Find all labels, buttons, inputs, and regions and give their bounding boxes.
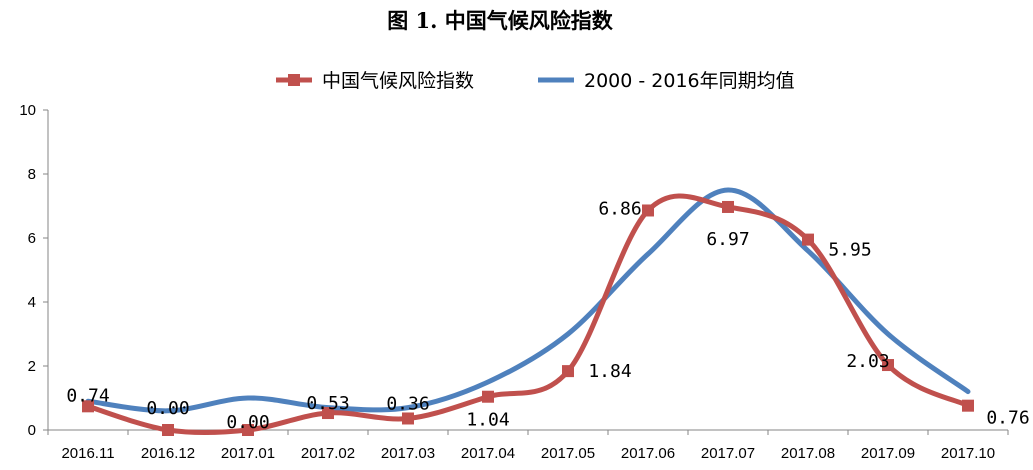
x-tick-label: 2017.06 <box>621 445 675 462</box>
data-label: 5.95 <box>828 240 871 261</box>
y-tick-label: 8 <box>28 166 36 183</box>
x-tick-label: 2017.01 <box>221 445 275 462</box>
x-tick-label: 2017.10 <box>941 445 995 462</box>
x-tick-label: 2017.07 <box>701 445 755 462</box>
y-ticks: 0 2 4 6 8 10 <box>19 102 48 439</box>
y-tick-label: 10 <box>19 102 36 119</box>
y-tick-label: 0 <box>28 422 36 439</box>
data-point-marker <box>882 359 894 372</box>
legend-label-index: 中国气候风险指数 <box>322 70 474 92</box>
data-label: 0.00 <box>146 398 189 419</box>
data-point-marker <box>82 400 94 413</box>
legend-label-average: 2000 - 2016年同期均值 <box>584 70 795 92</box>
data-label: 6.97 <box>706 229 749 250</box>
x-tick-label: 2017.02 <box>301 445 355 462</box>
legend: 中国气候风险指数 2000 - 2016年同期均值 <box>276 70 795 92</box>
series <box>82 187 974 436</box>
data-point-marker <box>162 424 174 436</box>
data-label: 0.36 <box>386 393 429 414</box>
chart-title: 图 1. 中国气候风险指数 <box>387 8 614 33</box>
data-point-marker <box>322 407 334 420</box>
data-point-marker <box>242 424 254 436</box>
legend-item-average: 2000 - 2016年同期均值 <box>538 70 795 92</box>
y-tick-label: 2 <box>28 358 36 375</box>
data-label: 0.00 <box>226 412 269 433</box>
data-point-marker <box>962 399 974 412</box>
x-tick-label: 2017.05 <box>541 445 595 462</box>
x-tick-label: 2017.04 <box>461 445 515 462</box>
x-tick-label: 2017.09 <box>861 445 915 462</box>
data-labels: 0.74 0.00 0.00 0.53 0.36 1.04 1.84 6.86 6.97 5.95… <box>66 198 1029 433</box>
axes <box>47 110 1008 431</box>
data-point-marker <box>562 365 574 378</box>
data-point-marker <box>482 390 494 403</box>
y-tick-label: 4 <box>28 294 36 311</box>
data-label: 2.03 <box>846 351 889 372</box>
series-line-index <box>85 193 971 436</box>
data-point-marker <box>722 200 734 213</box>
data-point-marker <box>802 233 814 246</box>
data-label: 1.84 <box>588 361 631 382</box>
data-label: 1.04 <box>466 410 509 431</box>
data-point-marker <box>402 412 414 425</box>
series-line-average <box>85 187 971 414</box>
y-tick-label: 6 <box>28 230 36 247</box>
x-tick-label: 2017.03 <box>381 445 435 462</box>
legend-swatch-index-marker <box>288 74 300 86</box>
data-point-marker <box>642 204 654 217</box>
data-label: 6.86 <box>598 198 641 219</box>
data-label: 0.53 <box>306 393 349 414</box>
data-label: 0.74 <box>66 385 109 406</box>
x-tick-label: 2017.08 <box>781 445 835 462</box>
x-tick-label: 2016.12 <box>141 445 195 462</box>
legend-item-index: 中国气候风险指数 <box>276 70 474 92</box>
x-ticks: 2016.11 2016.12 2017.01 2017.02 2017.03 2017.… <box>47 430 1009 462</box>
x-tick-label: 2016.11 <box>61 445 114 462</box>
data-label: 0.76 <box>986 408 1029 429</box>
